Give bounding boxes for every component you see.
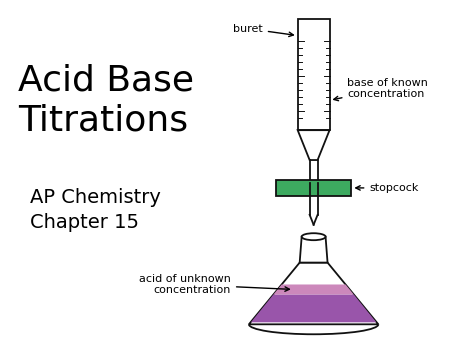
- Text: stopcock: stopcock: [356, 183, 419, 193]
- Polygon shape: [300, 237, 328, 263]
- Text: base of known
concentration: base of known concentration: [334, 77, 428, 101]
- Text: buret: buret: [233, 24, 293, 37]
- Polygon shape: [251, 294, 376, 322]
- Polygon shape: [299, 41, 328, 118]
- Polygon shape: [249, 263, 378, 324]
- Text: AP Chemistry
Chapter 15: AP Chemistry Chapter 15: [30, 188, 161, 232]
- Polygon shape: [298, 19, 329, 130]
- Polygon shape: [276, 180, 351, 196]
- Text: Acid Base
Titrations: Acid Base Titrations: [18, 64, 194, 137]
- Ellipse shape: [302, 233, 325, 240]
- Polygon shape: [298, 130, 329, 160]
- Text: acid of unknown
concentration: acid of unknown concentration: [139, 274, 289, 295]
- Polygon shape: [274, 285, 354, 294]
